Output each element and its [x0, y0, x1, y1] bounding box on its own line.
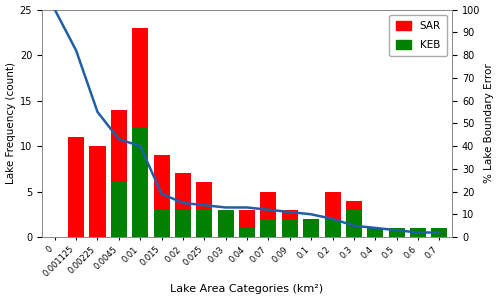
Bar [175, 173, 191, 210]
Bar [282, 210, 298, 219]
Bar [239, 228, 255, 237]
Bar [218, 210, 234, 237]
Bar [260, 191, 276, 219]
Bar [132, 28, 148, 128]
Bar [260, 219, 276, 237]
Bar [68, 137, 84, 237]
Bar [303, 219, 319, 237]
Bar [132, 128, 148, 237]
Bar [239, 210, 255, 228]
Bar [388, 228, 404, 237]
Legend: SAR, KEB: SAR, KEB [390, 15, 447, 56]
Bar [175, 210, 191, 237]
Bar [282, 219, 298, 237]
Bar [367, 228, 384, 237]
Bar [154, 210, 170, 237]
Bar [111, 182, 127, 237]
Bar [154, 155, 170, 210]
Y-axis label: % Lake Boundary Error: % Lake Boundary Error [484, 63, 494, 183]
Bar [324, 191, 340, 219]
Bar [111, 110, 127, 182]
Bar [324, 219, 340, 237]
Bar [346, 201, 362, 210]
Bar [346, 210, 362, 237]
Bar [196, 210, 212, 237]
Y-axis label: Lake Frequency (count): Lake Frequency (count) [6, 62, 16, 184]
Bar [432, 228, 448, 237]
X-axis label: Lake Area Categories (km²): Lake Area Categories (km²) [170, 284, 324, 294]
Bar [196, 182, 212, 210]
Bar [90, 146, 106, 237]
Bar [410, 228, 426, 237]
